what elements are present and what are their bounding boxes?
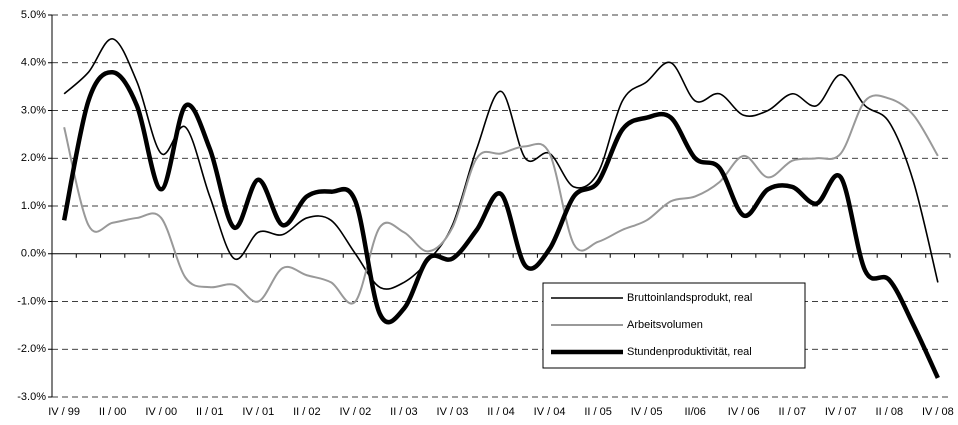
x-tick-label: II/06: [684, 406, 705, 418]
x-tick-label: II / 02: [293, 406, 321, 418]
y-tick-label: -3.0%: [17, 391, 46, 403]
x-tick-label: II / 03: [390, 406, 418, 418]
x-tick-label: IV / 04: [534, 406, 566, 418]
x-tick-label: IV / 01: [242, 406, 274, 418]
x-tick-label: IV / 05: [631, 406, 663, 418]
y-tick-label: -2.0%: [17, 343, 46, 355]
y-tick-label: 3.0%: [21, 104, 46, 116]
series-line: [63, 94, 939, 305]
x-tick-label: IV / 08: [922, 406, 954, 418]
y-tick-label: -1.0%: [17, 295, 46, 307]
x-tick-label: II / 01: [196, 406, 224, 418]
series-line: [63, 38, 939, 290]
y-tick-label: 0.0%: [21, 248, 46, 260]
y-tick-label: 1.0%: [21, 200, 46, 212]
x-tick-label: IV / 03: [437, 406, 469, 418]
x-tick-label: IV / 02: [339, 406, 371, 418]
x-tick-label: IV / 07: [825, 406, 857, 418]
x-tick-label: II / 04: [487, 406, 515, 418]
x-tick-label: II / 07: [778, 406, 806, 418]
y-tick-label: 5.0%: [21, 9, 46, 21]
x-tick-label: IV / 99: [48, 406, 80, 418]
x-tick-label: IV / 06: [728, 406, 760, 418]
y-tick-label: 4.0%: [21, 57, 46, 69]
x-tick-label: II / 08: [876, 406, 904, 418]
legend-label: Stundenproduktivität, real: [627, 346, 752, 358]
legend-label: Bruttoinlandsprodukt, real: [627, 292, 752, 304]
legend-label: Arbeitsvolumen: [627, 319, 703, 331]
x-tick-label: IV / 00: [145, 406, 177, 418]
y-tick-label: 2.0%: [21, 152, 46, 164]
x-tick-label: II / 05: [584, 406, 612, 418]
series-line: [61, 70, 940, 379]
x-tick-label: II / 00: [99, 406, 127, 418]
